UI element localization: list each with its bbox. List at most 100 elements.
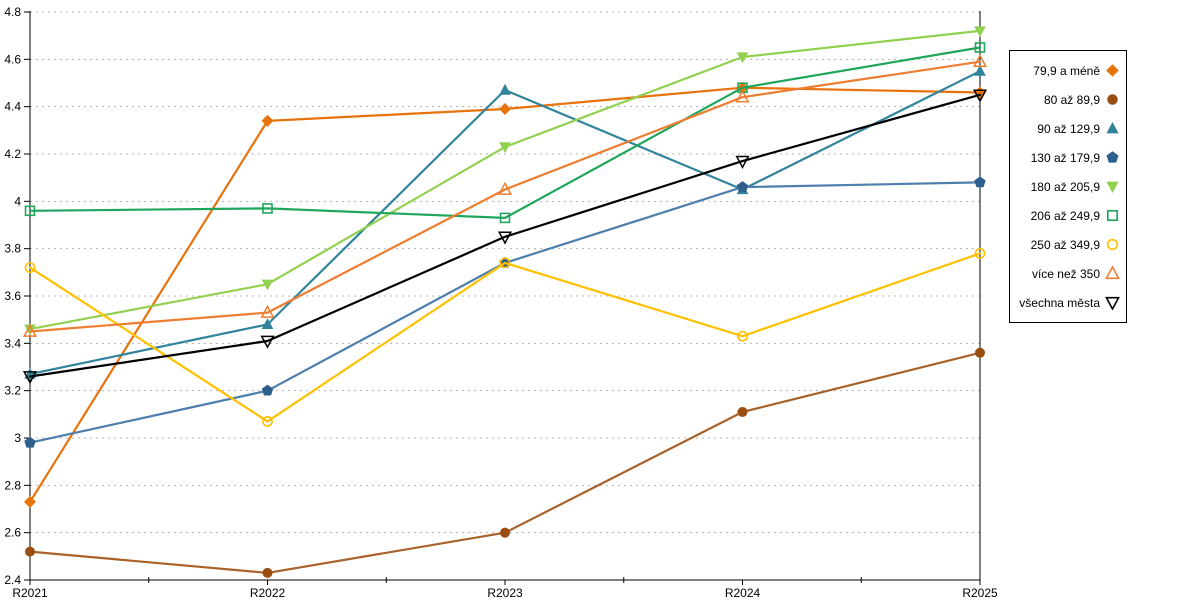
y-tick-label: 4.4: [4, 100, 21, 114]
circle-filled-marker-icon: [25, 546, 35, 557]
legend-item: 250 až 349,9: [1010, 237, 1126, 252]
diamond-filled-marker-icon: [24, 495, 36, 508]
legend-label: 250 až 349,9: [1030, 237, 1100, 252]
circle-open-marker-icon: [24, 262, 36, 273]
y-tick-label: 4: [14, 194, 21, 208]
triangle-down-open-marker-icon: [735, 155, 750, 169]
legend-box: 79,9 a méně 80 až 89,9 90 až 129,9 130 až 1…: [1009, 50, 1127, 323]
series-line-4: [28, 29, 982, 331]
series-line-8: [28, 93, 982, 378]
pentagon-filled-marker-icon: [1106, 151, 1119, 163]
y-tick-label: 4.6: [4, 52, 21, 66]
circle-open-marker-icon: [737, 330, 748, 342]
legend-label: 180 až 205,9: [1030, 179, 1100, 194]
circle-open-marker-icon: [499, 257, 511, 269]
series-line-5: [28, 46, 982, 219]
triangle-up-open-marker-icon: [735, 89, 750, 103]
legend-label: 90 až 129,9: [1037, 121, 1100, 136]
triangle-up-open-legend-icon: [1105, 266, 1120, 280]
triangle-up-filled-marker-icon: [261, 318, 274, 329]
circle-filled-marker-icon: [737, 406, 748, 417]
legend-item: 90 až 129,9: [1010, 121, 1126, 136]
series-line-3: [28, 181, 982, 444]
y-tick-label: 2.8: [4, 478, 21, 492]
triangle-up-open-marker-icon: [22, 323, 38, 337]
circle-filled-marker-icon: [975, 347, 985, 358]
triangle-down-open-marker-icon: [260, 335, 275, 349]
circle-open-legend-icon: [1106, 238, 1119, 251]
triangle-down-filled-marker-icon: [736, 52, 749, 64]
series-line-7: [28, 60, 982, 333]
x-tick-label: R2023: [487, 586, 523, 600]
circle-filled-legend-icon: [1107, 94, 1118, 105]
triangle-down-filled-marker-icon: [261, 279, 274, 291]
legend-item: všechna města: [1010, 295, 1126, 310]
triangle-down-open-marker-icon: [22, 371, 38, 385]
circle-open-marker-icon: [262, 416, 273, 427]
series-line-6: [28, 252, 982, 423]
legend-item: 206 až 249,9: [1010, 208, 1126, 223]
square-open-marker-icon: [1106, 209, 1119, 222]
legend-label: více než 350: [1031, 266, 1100, 281]
pentagon-filled-legend-icon: [1106, 151, 1119, 163]
triangle-up-filled-marker-icon: [1106, 121, 1119, 134]
triangle-up-open-marker-icon: [497, 181, 513, 195]
y-tick-label: 3: [14, 431, 21, 445]
legend-label: všechna města: [1019, 295, 1100, 310]
legend-label: 130 až 179,9: [1030, 150, 1100, 165]
triangle-down-open-marker-icon: [497, 231, 513, 245]
triangle-up-filled-legend-icon: [1106, 121, 1119, 134]
y-tick-label: 3.2: [4, 384, 21, 398]
circle-open-marker-icon: [974, 247, 986, 259]
y-tick-label: 3.4: [4, 336, 21, 350]
y-tick-label: 4.2: [4, 147, 21, 161]
triangle-down-filled-marker-icon: [1106, 181, 1119, 194]
plot-area: 2.4 2.6 2.8 3 3.2 3.4 3.6 3.8 4 4.2 4.4 4.6 4.8 R2021…: [4, 5, 998, 600]
x-tick-label: R2022: [250, 586, 286, 600]
triangle-up-filled-marker-icon: [499, 83, 511, 95]
pentagon-filled-marker-icon: [261, 384, 274, 396]
square-open-marker-icon: [24, 205, 36, 217]
x-tick-label: R2024: [725, 586, 761, 600]
legend-label: 79,9 a méně: [1033, 63, 1100, 78]
diamond-filled-marker-icon: [1106, 64, 1119, 77]
legend-item: více než 350: [1010, 266, 1126, 281]
circle-filled-marker-icon: [500, 527, 510, 538]
pentagon-filled-marker-icon: [24, 436, 36, 448]
legend-item: 130 až 179,9: [1010, 150, 1126, 165]
circle-filled-marker-icon: [1107, 94, 1118, 105]
diamond-filled-marker-icon: [261, 114, 274, 127]
triangle-down-filled-marker-icon: [24, 324, 36, 336]
legend-item: 80 až 89,9: [1010, 92, 1126, 107]
circle-filled-marker-icon: [262, 567, 273, 578]
pentagon-filled-marker-icon: [974, 176, 986, 188]
triangle-down-filled-marker-icon: [974, 26, 986, 38]
triangle-down-filled-legend-icon: [1106, 181, 1119, 194]
legend-label: 80 až 89,9: [1043, 92, 1100, 107]
diamond-filled-legend-icon: [1106, 64, 1119, 77]
legend-label: 206 až 249,9: [1030, 208, 1100, 223]
triangle-down-open-legend-icon: [1105, 296, 1120, 310]
triangle-down-open-marker-icon: [1105, 296, 1120, 310]
triangle-down-filled-marker-icon: [499, 142, 511, 154]
square-open-marker-icon: [499, 212, 511, 224]
square-open-legend-icon: [1106, 209, 1119, 222]
circle-open-marker-icon: [1106, 238, 1119, 251]
triangle-up-open-marker-icon: [972, 53, 988, 68]
triangle-up-open-marker-icon: [1105, 266, 1120, 280]
y-tick-label: 2.6: [4, 526, 21, 540]
legend-item: 79,9 a méně: [1010, 63, 1126, 78]
pentagon-filled-marker-icon: [736, 181, 749, 192]
triangle-up-open-marker-icon: [260, 304, 275, 318]
y-tick-label: 2.4: [4, 573, 21, 587]
square-open-marker-icon: [974, 42, 986, 53]
diamond-filled-marker-icon: [499, 103, 511, 116]
x-tick-label: R2021: [12, 586, 48, 600]
y-tick-label: 4.8: [4, 5, 21, 19]
series-line-1: [28, 351, 982, 575]
legend-item: 180 až 205,9: [1010, 179, 1126, 194]
square-open-marker-icon: [262, 203, 273, 214]
y-tick-label: 3.6: [4, 289, 21, 303]
x-tick-label: R2025: [962, 586, 998, 600]
y-tick-label: 3.8: [4, 242, 21, 256]
